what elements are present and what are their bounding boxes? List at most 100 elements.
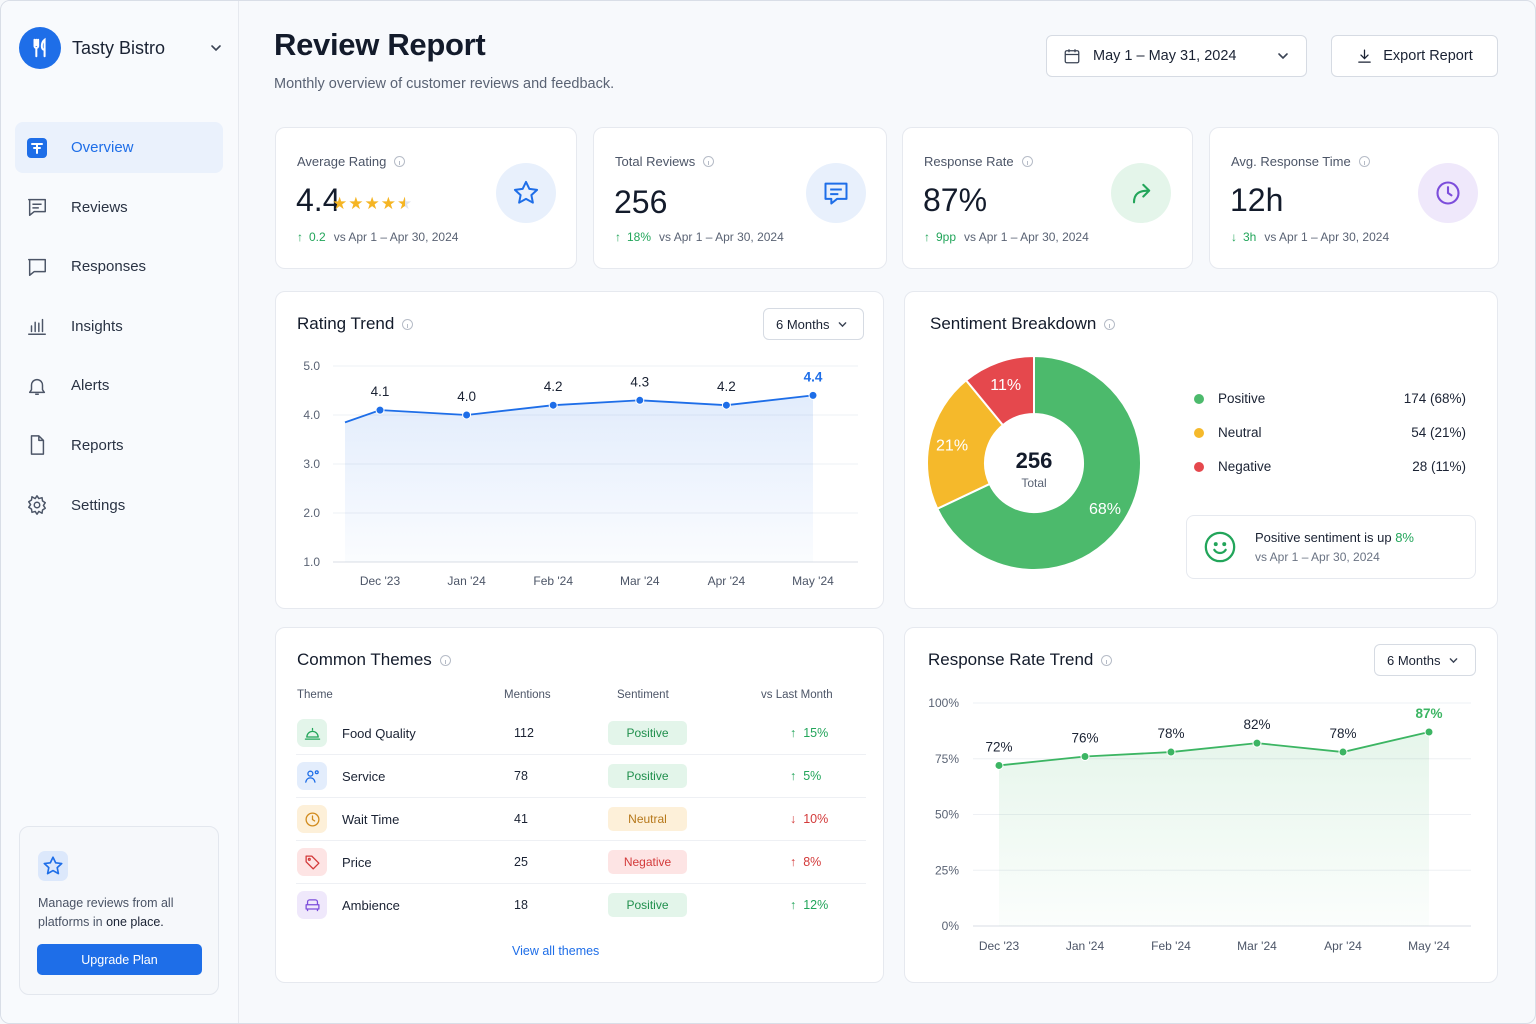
gear-icon — [25, 493, 49, 517]
theme-mentions: 78 — [514, 769, 528, 783]
y-tick-label: 2.0 — [303, 506, 320, 520]
sidebar-item-responses[interactable]: Responses — [15, 241, 223, 292]
theme-delta: ↑ 8% — [790, 855, 822, 869]
x-tick-label: Dec '23 — [360, 574, 401, 588]
page-title: Review Report — [274, 27, 486, 62]
data-label: 78% — [1157, 726, 1184, 741]
legend-dot — [1194, 461, 1204, 472]
sidebar-item-label: Settings — [71, 496, 126, 514]
table-row[interactable]: Food Quality 112 Positive ↑ 15% — [296, 712, 866, 755]
theme-mentions: 25 — [514, 855, 528, 869]
theme-name: Price — [342, 855, 372, 870]
data-point — [1252, 738, 1262, 748]
table-row[interactable]: Service 78 Positive ↑ 5% — [296, 755, 866, 798]
star-icon — [38, 851, 68, 881]
response-rate-trend-card: Response Rate Trend 6 Months 0% 25% 50% 75%… — [904, 627, 1498, 983]
kpi-value: 12h — [1230, 182, 1284, 218]
brand-switcher[interactable]: Tasty Bistro — [19, 27, 223, 69]
sidebar-item-reports[interactable]: Reports — [15, 420, 223, 471]
legend-dot — [1194, 393, 1204, 404]
arrow-up-icon: ↑ — [924, 230, 930, 244]
response-rate-chart: 0% 25% 50% 75% 100% 72% Dec '23 76% Jan '24 78% Fe… — [928, 696, 1471, 953]
upgrade-plan-button[interactable]: Upgrade Plan — [37, 944, 202, 975]
date-range-value: May 1 – May 31, 2024 — [1093, 48, 1237, 64]
y-tick-label: 1.0 — [303, 555, 320, 569]
sidebar-item-overview[interactable]: Overview — [15, 122, 223, 173]
sidebar: Tasty Bistro Overview Reviews Respon — [1, 1, 239, 1023]
data-label: 72% — [985, 739, 1012, 754]
theme-name: Food Quality — [342, 726, 416, 741]
donut-total: 256 — [1016, 448, 1053, 473]
card-title: Common Themes — [297, 650, 451, 670]
arrow-up-icon: ↑ — [297, 230, 303, 244]
kpi-label: Avg. Response Time — [1231, 154, 1370, 169]
calendar-icon — [1064, 49, 1080, 64]
rating-trend-chart: 1.0 2.0 3.0 4.0 5.0 4.1 Dec '23 4.0 Jan '24 4.2 Fe… — [303, 359, 858, 588]
info-icon[interactable] — [703, 156, 715, 167]
kpi-value: 87% — [923, 182, 988, 218]
period-dropdown[interactable]: 6 Months — [1374, 644, 1476, 676]
utensils-icon — [19, 27, 61, 69]
file-icon — [25, 433, 49, 457]
sidebar-item-label: Reports — [71, 436, 124, 454]
sidebar-item-label: Overview — [71, 139, 134, 156]
date-range-picker[interactable]: May 1 – May 31, 2024 — [1046, 35, 1307, 77]
responses-icon — [25, 255, 49, 279]
theme-mentions: 112 — [514, 726, 534, 740]
pie-slice — [926, 378, 1005, 511]
data-label: 78% — [1329, 726, 1356, 741]
column-header-vs-last-month: vs Last Month — [761, 689, 833, 701]
y-tick-label: 100% — [928, 696, 959, 710]
info-icon[interactable] — [1104, 318, 1116, 330]
kpi-label: Response Rate — [924, 154, 1033, 169]
arrow-up-icon: ↑ — [615, 230, 621, 244]
info-icon[interactable] — [1021, 156, 1033, 167]
data-label: 4.3 — [630, 374, 649, 389]
data-label: 4.1 — [371, 384, 390, 399]
donut-total-label: Total — [1021, 476, 1046, 490]
info-icon[interactable] — [439, 654, 451, 666]
sentiment-donut-chart: 68% 21% 11% 256 Total — [926, 354, 1142, 571]
sidebar-item-insights[interactable]: Insights — [15, 301, 223, 352]
data-label: 4.2 — [544, 379, 563, 394]
chat-icon — [806, 163, 866, 223]
star-icon — [496, 163, 556, 223]
data-label: 4.2 — [717, 379, 736, 394]
export-report-button[interactable]: Export Report — [1331, 35, 1498, 77]
smile-icon — [1204, 531, 1236, 563]
data-point — [1424, 727, 1434, 737]
kpi-delta: ↑ 9pp vs Apr 1 – Apr 30, 2024 — [924, 230, 1089, 244]
x-tick-label: Apr '24 — [708, 574, 746, 588]
download-icon — [1358, 48, 1372, 63]
data-label: 87% — [1415, 706, 1442, 721]
info-icon[interactable] — [402, 318, 414, 330]
arrow-down-icon: ↓ — [1231, 230, 1237, 244]
insights-icon — [25, 314, 49, 338]
sentiment-note-text: Positive sentiment is up 8% — [1255, 530, 1414, 545]
info-icon[interactable] — [394, 156, 406, 167]
info-icon[interactable] — [1358, 156, 1370, 167]
period-dropdown[interactable]: 6 Months — [763, 308, 864, 340]
sidebar-item-settings[interactable]: Settings — [15, 480, 223, 531]
view-all-themes-link[interactable]: View all themes — [512, 944, 600, 958]
info-icon[interactable] — [1101, 654, 1113, 666]
y-tick-label: 0% — [942, 919, 960, 933]
staff-icon — [297, 762, 327, 790]
x-tick-label: Feb '24 — [1151, 939, 1191, 953]
rating-trend-card: Rating Trend 6 Months 1.0 2.0 3.0 4.0 5.0 4.1… — [275, 291, 884, 609]
card-title: Sentiment Breakdown — [930, 314, 1116, 334]
sidebar-item-alerts[interactable]: Alerts — [15, 360, 223, 411]
theme-delta: ↑ 5% — [790, 769, 822, 783]
column-header-sentiment: Sentiment — [617, 689, 669, 701]
pie-slice — [935, 354, 1142, 571]
x-tick-label: Feb '24 — [533, 574, 573, 588]
sentiment-badge: Positive — [608, 764, 687, 788]
kpi-value: 4.4 — [296, 182, 341, 218]
table-row[interactable]: Price 25 Negative ↑ 8% — [296, 841, 866, 884]
table-row[interactable]: Wait Time 41 Neutral ↓ 10% — [296, 798, 866, 841]
table-row[interactable]: Ambience 18 Positive ↑ 12% — [296, 884, 866, 927]
clock-icon — [297, 805, 327, 833]
column-header-mentions: Mentions — [504, 689, 551, 701]
sidebar-item-reviews[interactable]: Reviews — [15, 182, 223, 233]
